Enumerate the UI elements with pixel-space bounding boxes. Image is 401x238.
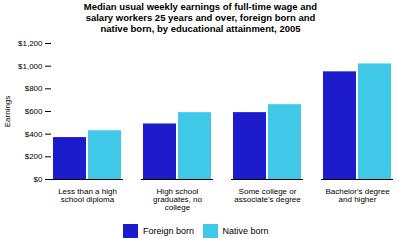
svg-text:High schoolgraduates, nocolleg: High schoolgraduates, nocollege [153,187,202,212]
svg-text:$1,000: $1,000 [18,61,43,70]
svg-text:$600: $600 [25,107,43,116]
svg-text:Less than a highschool diploma: Less than a highschool diploma [58,187,117,204]
svg-text:$800: $800 [25,84,43,93]
html-text:Foreign born: Foreign born [143,226,194,237]
svg-text:Bachelor's degreeand higher: Bachelor's degreeand higher [325,187,390,204]
svg-text:Earnings: Earnings [3,95,12,127]
svg-text:$0: $0 [34,175,43,184]
html-text:Median usual weekly earnings o: Median usual weekly earnings of full-tim… [83,1,318,34]
html-text:Native born: Native born [222,226,269,237]
svg-text:Some college orassociate's deg: Some college orassociate's degree [234,187,301,204]
svg-text:$400: $400 [25,129,43,138]
svg-text:$200: $200 [25,152,43,161]
svg-text:$1,200: $1,200 [18,39,43,48]
